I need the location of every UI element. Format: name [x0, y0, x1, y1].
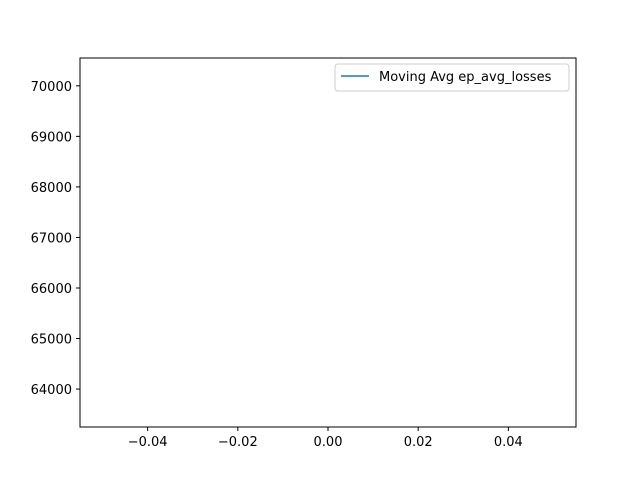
- y-tick-label: 64000: [31, 383, 72, 398]
- y-tick-label: 69000: [31, 130, 72, 145]
- x-axis-ticks: −0.04 −0.02 0.00 0.02 0.04: [128, 427, 523, 450]
- x-tick-label: 0.00: [314, 435, 343, 450]
- y-tick-label: 65000: [31, 333, 72, 348]
- legend-box: [334, 63, 570, 92]
- x-tick-label: 0.02: [404, 435, 433, 450]
- x-tick-label: −0.02: [218, 435, 258, 450]
- y-tick-label: 70000: [31, 80, 72, 95]
- y-tick-label: 67000: [31, 231, 72, 246]
- legend-label: Moving Avg ep_avg_losses: [379, 70, 552, 85]
- legend: Moving Avg ep_avg_losses: [334, 63, 570, 92]
- y-tick-label: 68000: [31, 181, 72, 196]
- x-tick-label: 0.04: [494, 435, 523, 450]
- x-tick-label: −0.04: [128, 435, 168, 450]
- plot-area-frame: [79, 57, 577, 428]
- y-tick-label: 66000: [31, 282, 72, 297]
- y-axis-ticks: 64000 65000 66000 67000 68000 69000 70000: [31, 80, 80, 398]
